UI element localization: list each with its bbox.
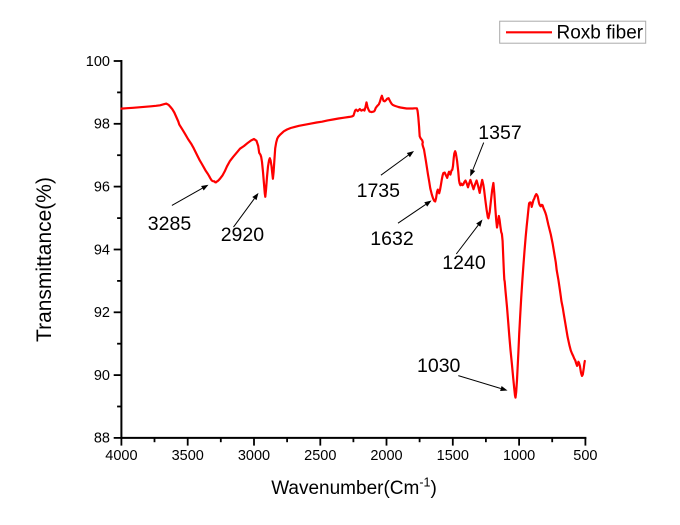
svg-text:Wavenumber(Cm-1): Wavenumber(Cm-1) [271,476,437,500]
svg-text:1632: 1632 [370,228,413,250]
svg-text:94: 94 [94,242,110,258]
svg-text:4000: 4000 [105,448,137,464]
svg-text:3285: 3285 [148,213,192,235]
svg-text:1030: 1030 [417,355,461,377]
svg-text:3500: 3500 [172,448,204,464]
svg-text:Transmittance(%): Transmittance(%) [33,177,56,342]
svg-text:2920: 2920 [221,224,265,246]
svg-text:88: 88 [94,431,110,447]
svg-text:1000: 1000 [503,448,535,464]
svg-text:1357: 1357 [478,122,521,144]
svg-text:100: 100 [86,54,110,70]
svg-text:500: 500 [573,448,597,464]
svg-text:1500: 1500 [437,448,469,464]
svg-text:92: 92 [94,305,110,321]
svg-text:2500: 2500 [304,448,336,464]
svg-text:3000: 3000 [238,448,270,464]
svg-text:1735: 1735 [357,180,401,202]
svg-text:1240: 1240 [442,252,486,274]
svg-text:96: 96 [94,179,110,195]
svg-text:98: 98 [94,117,110,133]
svg-text:Roxb fiber: Roxb fiber [557,23,644,44]
svg-text:90: 90 [94,368,110,384]
svg-text:2000: 2000 [370,448,402,464]
